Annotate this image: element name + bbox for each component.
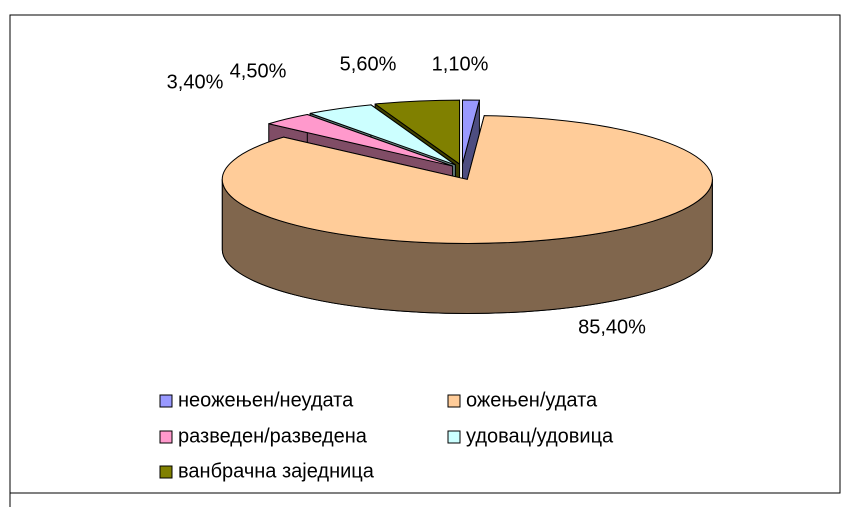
legend-swatch: [159, 394, 173, 408]
legend-label: ожењен/удата: [466, 389, 598, 411]
chart-border: [9, 14, 841, 494]
slice: [374, 99, 461, 165]
slice: [221, 115, 713, 244]
legend-swatch: [447, 430, 461, 444]
legend-swatch: [159, 430, 173, 444]
data-label: 1,10%: [432, 53, 489, 75]
data-label: 3,40%: [167, 71, 224, 93]
slice: [309, 104, 456, 166]
data-label: 5,60%: [340, 53, 397, 75]
slice: [268, 114, 454, 167]
legend-swatch: [447, 394, 461, 408]
legend-label: неожењен/неудата: [178, 389, 354, 411]
legend-label: удовац/удовица: [466, 425, 614, 447]
legend-label: ванбрачна заједница: [178, 460, 375, 482]
legend-label: разведен/разведена: [178, 425, 368, 447]
data-label: 4,50%: [230, 60, 287, 82]
slice: [461, 99, 480, 165]
legend-swatch: [159, 465, 173, 479]
data-label: 85,40%: [578, 316, 646, 338]
